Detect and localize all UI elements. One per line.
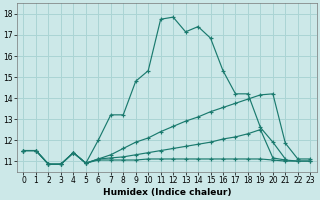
X-axis label: Humidex (Indice chaleur): Humidex (Indice chaleur) <box>103 188 231 197</box>
